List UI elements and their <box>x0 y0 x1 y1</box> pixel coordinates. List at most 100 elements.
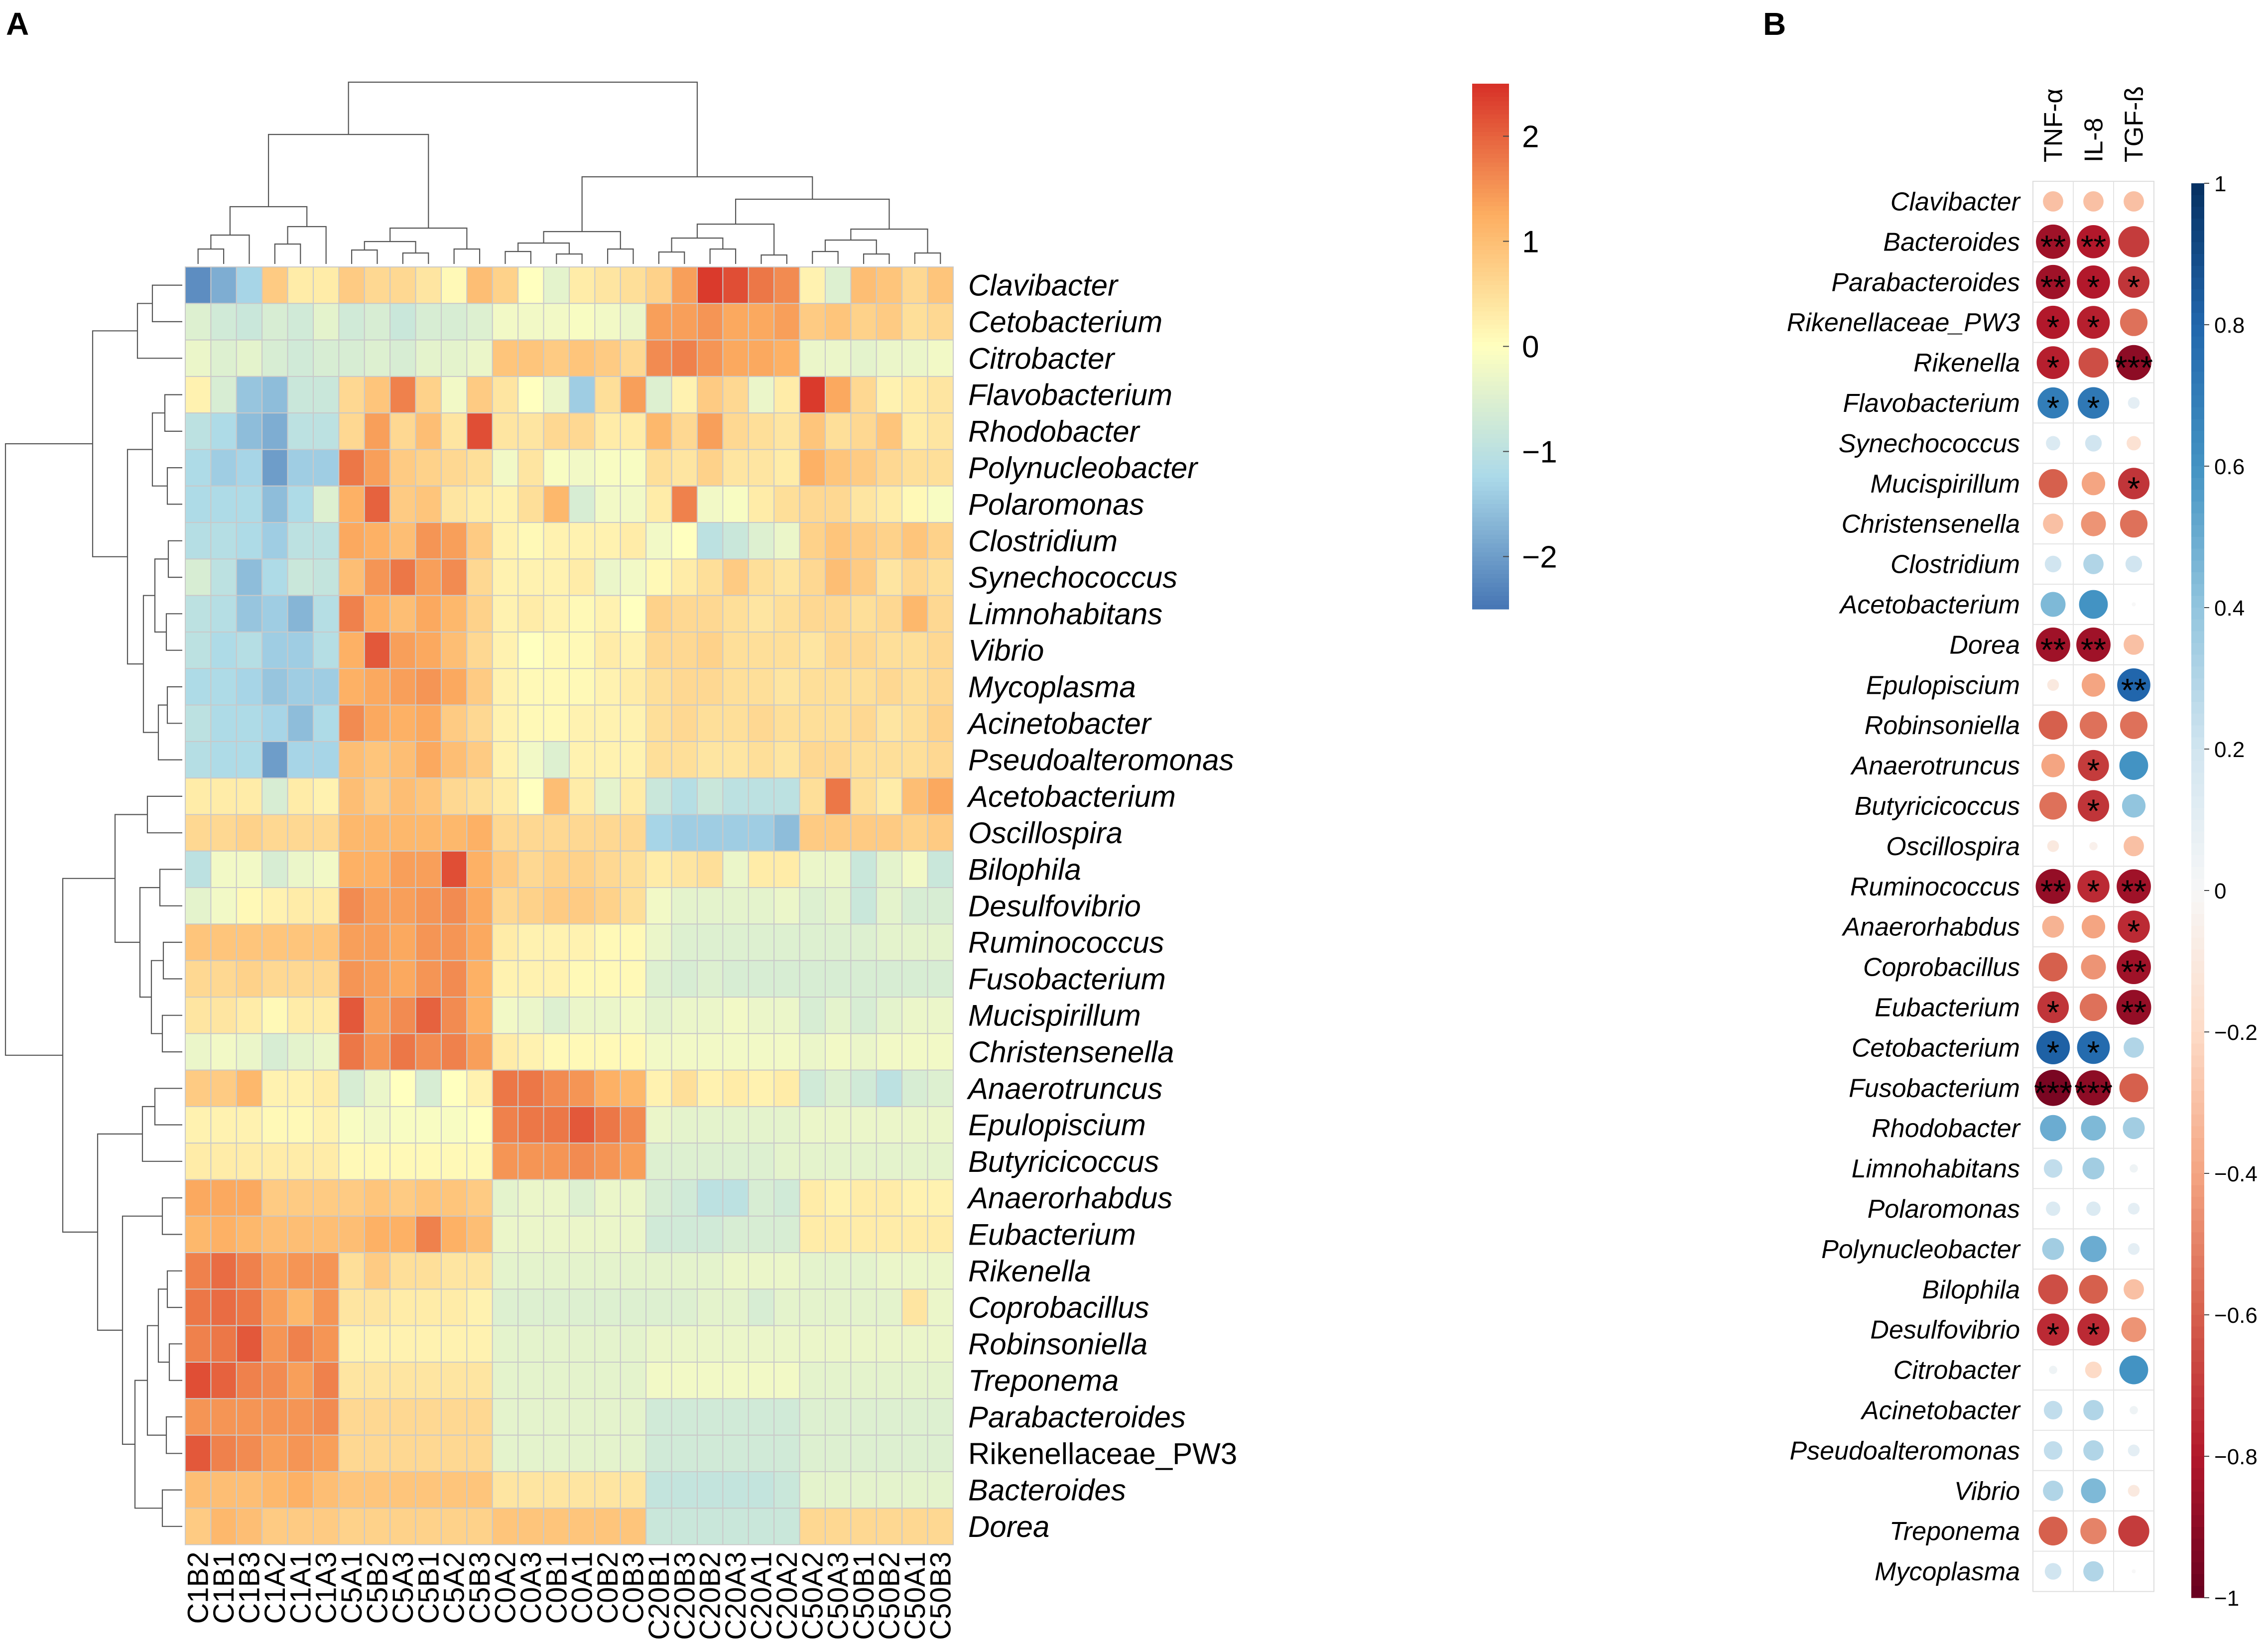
heatmap-cell <box>697 1033 724 1071</box>
colorbar-segment <box>2191 1374 2204 1386</box>
heatmap-cell <box>850 1434 877 1472</box>
heatmap-cell <box>799 1033 826 1071</box>
heatmap-cell <box>287 558 314 596</box>
correlation-dot <box>2077 306 2110 339</box>
dendrogram-branch <box>150 960 163 1034</box>
heatmap-cell <box>338 1106 365 1144</box>
heatmap-cell <box>645 632 672 669</box>
heatmap-cell <box>927 1143 954 1180</box>
heatmap-cell <box>287 1252 314 1290</box>
correlation-dot <box>2039 792 2067 820</box>
heatmap-cell <box>492 814 519 852</box>
correlation-dot <box>2083 191 2104 212</box>
colorbar-segment <box>2191 808 2204 820</box>
heatmap-cell <box>825 1288 852 1326</box>
heatmap-cell <box>261 1434 288 1472</box>
heatmap-cell <box>441 850 468 889</box>
dendrogram-branch <box>274 243 301 264</box>
correlation-dot <box>2076 628 2111 662</box>
heatmap-cell <box>569 887 596 925</box>
heatmap-cell <box>799 1288 826 1326</box>
heatmap-cell <box>261 303 288 341</box>
heatmap-cell <box>722 376 749 414</box>
dotplot-row-label: Flavobacterium <box>1843 389 2020 418</box>
heatmap-cell <box>876 412 903 450</box>
heatmap-cell <box>441 997 468 1034</box>
colorbar-segment <box>1472 219 1509 224</box>
heatmap-cell <box>441 1398 468 1436</box>
heatmap-cell <box>594 339 621 377</box>
dendrogram-branch <box>166 467 182 505</box>
heatmap-cell <box>389 1325 416 1363</box>
heatmap-cell <box>517 704 544 742</box>
colorbar-segment <box>1472 171 1509 176</box>
colorbar-segment <box>1472 333 1509 338</box>
heatmap-cell <box>773 303 800 341</box>
heatmap-cell <box>850 777 877 815</box>
heatmap-cell <box>850 1252 877 1290</box>
heatmap-cell <box>722 303 749 341</box>
heatmap-cell <box>338 522 365 560</box>
colorbar-segment <box>1472 311 1509 316</box>
heatmap-cell <box>261 1069 288 1107</box>
heatmap-cell <box>338 632 365 669</box>
heatmap-cell <box>799 777 826 815</box>
correlation-dot <box>2081 673 2106 697</box>
colorbar-segment <box>1472 337 1509 343</box>
heatmap-cell <box>748 1033 775 1071</box>
heatmap-cell <box>364 1398 391 1436</box>
heatmap-cell <box>569 1179 596 1217</box>
heatmap-cell <box>799 668 826 706</box>
heatmap-cell <box>620 997 647 1034</box>
heatmap-cell <box>645 1179 672 1217</box>
heatmap-cell <box>543 704 570 742</box>
correlation-dot <box>2077 387 2110 419</box>
correlation-dot <box>2128 1444 2140 1457</box>
heatmap-cell <box>697 339 724 377</box>
heatmap-cell <box>492 485 519 523</box>
heatmap-cell <box>748 1069 775 1107</box>
colorbar-tick-label: 2 <box>1522 120 1539 154</box>
heatmap-column-label: C50A2 <box>796 1552 829 1640</box>
heatmap-cell <box>543 668 570 706</box>
heatmap-cell <box>671 1398 698 1436</box>
heatmap-cell <box>492 266 519 304</box>
heatmap-cell <box>748 339 775 377</box>
heatmap-cell <box>569 449 596 487</box>
colorbar-segment <box>2191 1456 2204 1469</box>
colorbar-segment <box>1472 504 1509 509</box>
heatmap-cell <box>261 1179 288 1217</box>
colorbar-segment <box>2191 1444 2204 1457</box>
heatmap-cell <box>210 1069 237 1107</box>
heatmap-cell <box>850 522 877 560</box>
heatmap-cell <box>825 412 852 450</box>
heatmap-cell <box>364 1508 391 1545</box>
colorbar-segment <box>1472 189 1509 194</box>
heatmap-cell <box>517 558 544 596</box>
heatmap-cell <box>773 595 800 633</box>
heatmap-cell <box>466 449 493 487</box>
heatmap-cell <box>415 1033 442 1071</box>
heatmap-cell <box>569 923 596 961</box>
heatmap-cell <box>389 777 416 815</box>
colorbar-segment <box>1472 153 1509 159</box>
heatmap-cell <box>338 704 365 742</box>
heatmap-cell <box>773 923 800 961</box>
heatmap-cell <box>927 1434 954 1472</box>
heatmap-cell <box>722 558 749 596</box>
heatmap-column-label: C20A2 <box>771 1552 803 1640</box>
heatmap-cell <box>261 741 288 779</box>
heatmap-cell <box>594 777 621 815</box>
heatmap-cell <box>569 1252 596 1290</box>
correlation-dot <box>2043 1400 2063 1419</box>
heatmap-cell <box>492 777 519 815</box>
heatmap-cell <box>389 814 416 852</box>
heatmap-cell <box>927 449 954 487</box>
heatmap-cell <box>287 266 314 304</box>
colorbar-segment <box>2191 890 2204 903</box>
heatmap-cell <box>645 741 672 779</box>
heatmap-cell <box>185 632 212 669</box>
heatmap-cell <box>825 1143 852 1180</box>
colorbar-segment <box>1472 420 1509 426</box>
heatmap-cell <box>287 595 314 633</box>
